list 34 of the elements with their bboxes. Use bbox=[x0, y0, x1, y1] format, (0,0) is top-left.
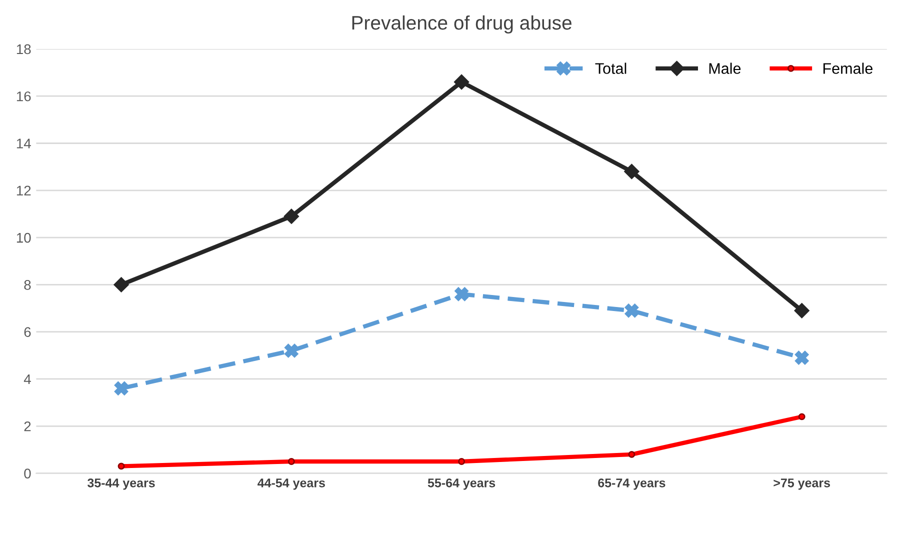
x-tick-label: 44-54 years bbox=[258, 478, 325, 490]
x-tick-label: >75 years bbox=[774, 478, 830, 490]
point bbox=[628, 450, 636, 458]
point bbox=[114, 381, 128, 396]
point bbox=[624, 304, 639, 318]
y-tick-label: 4 bbox=[24, 374, 31, 384]
chart-title: Prevalence of drug abuse bbox=[352, 15, 572, 34]
y-tick-label: 8 bbox=[24, 280, 31, 290]
point bbox=[454, 287, 468, 302]
y-tick-label: 6 bbox=[24, 327, 31, 338]
point bbox=[458, 458, 466, 465]
point bbox=[288, 458, 295, 465]
point bbox=[114, 277, 129, 292]
y-tick-label: 0 bbox=[24, 468, 31, 478]
y-tick-label: 18 bbox=[16, 44, 31, 54]
legend-label: Male bbox=[709, 62, 741, 74]
legend-label: Female bbox=[823, 62, 872, 74]
y-tick-label: 16 bbox=[16, 91, 31, 102]
point bbox=[118, 462, 125, 470]
y-tick-label: 12 bbox=[16, 186, 31, 196]
point bbox=[284, 208, 299, 224]
point bbox=[798, 413, 806, 420]
point bbox=[794, 350, 809, 365]
point bbox=[624, 164, 640, 180]
legend-label: Total bbox=[595, 62, 626, 74]
y-tick-label: 2 bbox=[24, 421, 31, 432]
y-tick-label: 10 bbox=[16, 232, 31, 243]
x-tick-label: 65-74 years bbox=[598, 478, 666, 490]
point bbox=[454, 74, 470, 90]
x-tick-label: 35-44 years bbox=[88, 478, 155, 490]
point bbox=[794, 303, 810, 318]
point bbox=[284, 344, 298, 358]
y-tick-label: 14 bbox=[16, 138, 31, 148]
x-tick-label: 55-64 years bbox=[428, 478, 496, 490]
